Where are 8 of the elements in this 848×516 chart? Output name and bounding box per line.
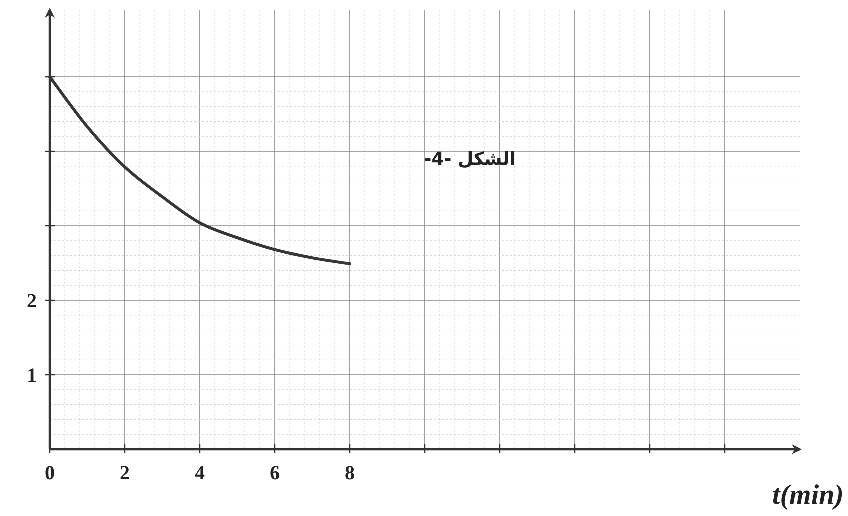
x-tick-label: 0 xyxy=(45,462,55,484)
x-tick-label: 8 xyxy=(345,462,355,484)
x-axis-title: t(min) xyxy=(772,480,844,511)
x-tick-label: 2 xyxy=(120,462,130,484)
x-tick-label: 4 xyxy=(195,462,205,484)
annotation: الشكل -4- xyxy=(424,149,516,170)
x-tick-label: 6 xyxy=(270,462,280,484)
y-tick-label: 1 xyxy=(27,365,37,388)
